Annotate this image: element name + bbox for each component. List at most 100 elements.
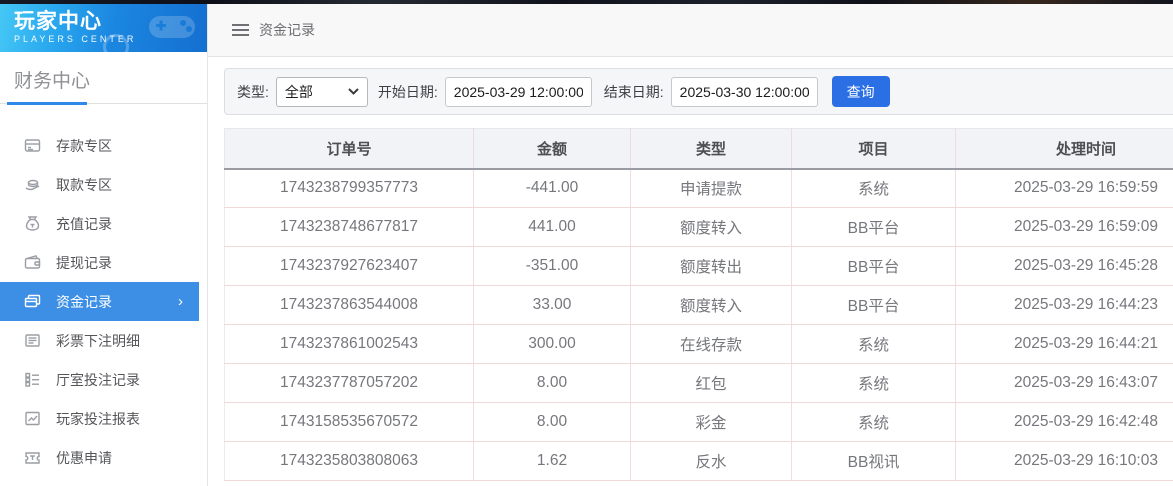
table-row: 1743237863544008 33.00 额度转入 BB平台 2025-03-29 … (224, 285, 1173, 325)
sidebar-item-label: 提现记录 (56, 254, 112, 271)
table-cell: 系统 (791, 168, 956, 208)
table-cell: 在线存款 (630, 324, 792, 364)
table-cell: BB视讯 (791, 441, 956, 481)
topbar: 资金记录 (208, 4, 1173, 57)
table-cell: 1743237863544008 (224, 285, 474, 325)
type-select-value: 全部 (284, 83, 313, 100)
table-header-row: 订单号 金额 类型 项目 处理时间 (224, 128, 1173, 170)
table-body: 1743238799357773 -441.00 申请提款 系统 2025-03-29 … (224, 168, 1173, 481)
table-cell: 反水 (630, 441, 792, 481)
table-cell: 8.00 (473, 402, 631, 442)
table-cell: BB平台 (791, 246, 956, 286)
sidebar-item[interactable]: 玩家投注报表 (0, 399, 207, 438)
sidebar-item[interactable]: 优惠申请 (0, 438, 207, 477)
table-cell: 系统 (791, 363, 956, 403)
table-row: 1743237861002543 300.00 在线存款 系统 2025-03-29 1… (224, 324, 1173, 364)
table-cell: 申请提款 (630, 168, 792, 208)
wallet-icon (24, 254, 41, 271)
sidebar-item-label: 充值记录 (56, 215, 112, 232)
report-chart-icon (24, 410, 41, 427)
table-cell: 2025-03-29 16:44:21 (955, 324, 1173, 364)
table-cell: 1743237861002543 (224, 324, 474, 364)
table-cell: 额度转出 (630, 246, 792, 286)
logo-decoration-circle (103, 34, 129, 52)
funds-table-wrap: 订单号 金额 类型 项目 处理时间 1743238799357773 -441.00 申请提… (224, 128, 1173, 481)
table-cell: 额度转入 (630, 285, 792, 325)
table-cell: 300.00 (473, 324, 631, 364)
table-row: 1743237927623407 -351.00 额度转出 BB平台 2025-03-2… (224, 246, 1173, 286)
column-header: 处理时间 (955, 128, 1173, 170)
brand-logo: 玩家中心 PLAYERS CENTER (0, 4, 207, 52)
hamburger-menu-icon[interactable] (232, 21, 249, 39)
table-cell: 1743158535670572 (224, 402, 474, 442)
funds-table: 订单号 金额 类型 项目 处理时间 1743238799357773 -441.00 申请提… (224, 128, 1173, 481)
table-cell: -441.00 (473, 168, 631, 208)
column-header: 订单号 (224, 128, 474, 170)
sidebar-item[interactable]: 彩票下注明细 (0, 321, 207, 360)
brand-subtitle: PLAYERS CENTER (14, 34, 137, 44)
deposit-card-icon (24, 137, 41, 154)
coupon-icon (24, 449, 41, 466)
table-cell: 1743237927623407 (224, 246, 474, 286)
sidebar-item-label: 彩票下注明细 (56, 332, 140, 349)
lottery-list-icon (24, 332, 41, 349)
table-cell: BB平台 (791, 207, 956, 247)
sidebar-item[interactable]: 充值记录 (0, 204, 207, 243)
sidebar-item[interactable]: 取款专区 (0, 165, 207, 204)
end-date-input[interactable] (670, 76, 818, 107)
sidebar-item-label: 资金记录 (56, 293, 112, 310)
table-cell: 红包 (630, 363, 792, 403)
app-window: 玩家中心 PLAYERS CENTER 财务中心 存款专区 取款专区 充值记录 提现记… (0, 4, 1173, 486)
sidebar-item[interactable]: 优惠申请记录 (0, 477, 207, 486)
chevron-right-icon: › (178, 293, 183, 310)
column-header: 类型 (630, 128, 792, 170)
type-label: 类型: (237, 83, 269, 100)
table-cell: 彩金 (630, 402, 792, 442)
table-cell: 2025-03-29 16:45:28 (955, 246, 1173, 286)
table-cell: 2025-03-29 16:10:03 (955, 441, 1173, 481)
sidebar-menu: 存款专区 取款专区 充值记录 提现记录 资金记录 › 彩票下注明细 厅室投注记录 玩家投注报表优… (0, 104, 207, 486)
table-cell: 2025-03-29 16:44:23 (955, 285, 1173, 325)
column-header: 项目 (791, 128, 956, 170)
column-header: 金额 (473, 128, 631, 170)
start-date-label: 开始日期: (377, 83, 438, 100)
sidebar: 玩家中心 PLAYERS CENTER 财务中心 存款专区 取款专区 充值记录 提现记… (0, 4, 208, 486)
table-cell: 1743237787057202 (224, 363, 474, 403)
table-cell: 2025-03-29 16:43:07 (955, 363, 1173, 403)
table-cell: 2025-03-29 16:42:48 (955, 402, 1173, 442)
table-cell: 1743235803808063 (224, 441, 474, 481)
funds-cards-icon (24, 293, 41, 310)
withdraw-hand-icon (24, 176, 41, 193)
table-row: 1743238748677817 441.00 额度转入 BB平台 2025-03-29… (224, 207, 1173, 247)
sidebar-item-label: 玩家投注报表 (56, 410, 140, 427)
end-date-label: 结束日期: (603, 83, 664, 100)
start-date-input[interactable] (444, 76, 592, 107)
table-row: 1743235803808063 1.62 反水 BB视讯 2025-03-29 16:… (224, 441, 1173, 481)
table-cell: 33.00 (473, 285, 631, 325)
table-cell: 系统 (791, 402, 956, 442)
sidebar-item[interactable]: 资金记录 › (0, 282, 199, 321)
filter-bar: 类型: 全部 开始日期: 结束日期: 查询 (224, 68, 1173, 115)
table-cell: BB平台 (791, 285, 956, 325)
sidebar-item-label: 取款专区 (56, 176, 112, 193)
sidebar-item-label: 优惠申请 (56, 449, 112, 466)
table-cell: 441.00 (473, 207, 631, 247)
table-cell: 2025-03-29 16:59:59 (955, 168, 1173, 208)
query-button[interactable]: 查询 (831, 76, 890, 107)
table-cell: 1.62 (473, 441, 631, 481)
table-row: 1743158535670572 8.00 彩金 系统 2025-03-29 16:42… (224, 402, 1173, 442)
type-select[interactable]: 全部 (275, 76, 368, 107)
sidebar-item[interactable]: 厅室投注记录 (0, 360, 207, 399)
bet-checklist-icon (24, 371, 41, 388)
table-cell: 2025-03-29 16:59:09 (955, 207, 1173, 247)
table-cell: -351.00 (473, 246, 631, 286)
table-row: 1743237787057202 8.00 红包 系统 2025-03-29 16:43… (224, 363, 1173, 403)
page-title: 资金记录 (259, 22, 315, 38)
table-cell: 系统 (791, 324, 956, 364)
sidebar-item-label: 厅室投注记录 (56, 371, 140, 388)
moneybag-icon (24, 215, 41, 232)
table-cell: 额度转入 (630, 207, 792, 247)
sidebar-item[interactable]: 存款专区 (0, 126, 207, 165)
sidebar-item[interactable]: 提现记录 (0, 243, 207, 282)
